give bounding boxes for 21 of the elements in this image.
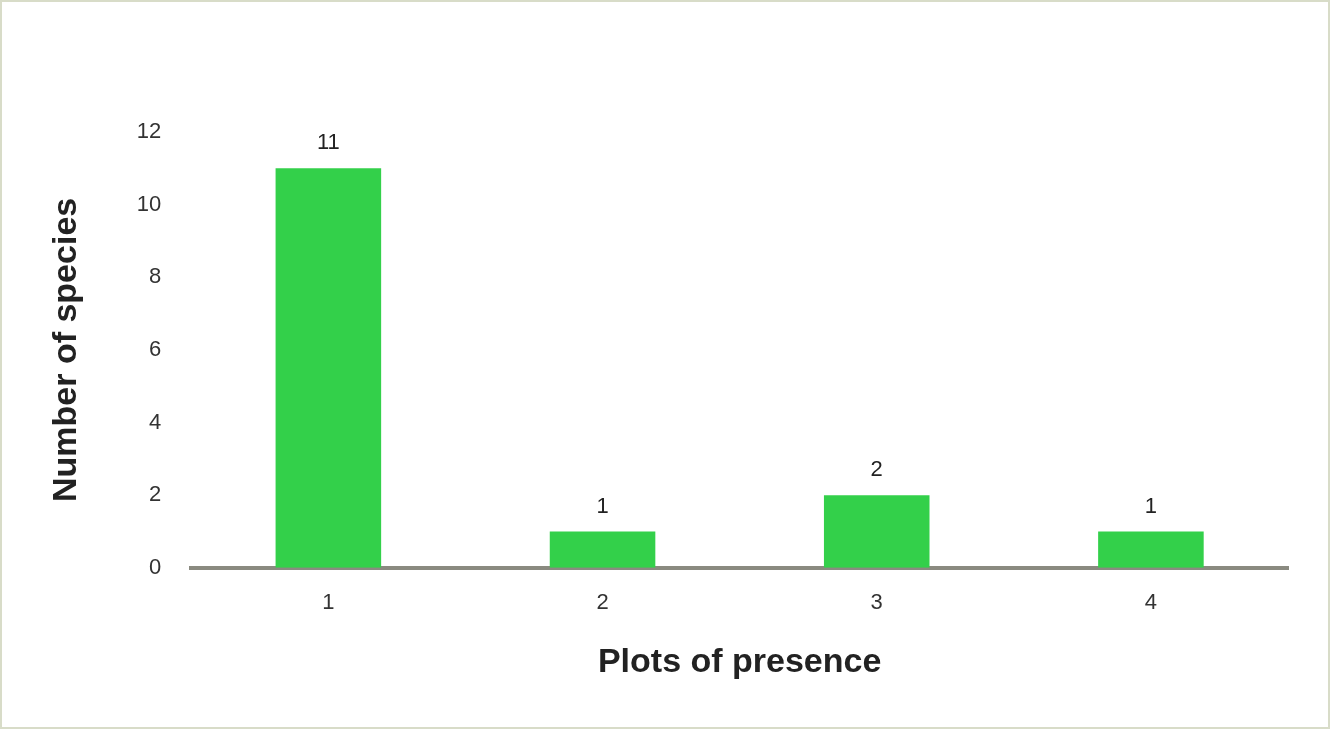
data-label: 1	[1144, 492, 1158, 518]
data-label: 1	[596, 492, 609, 518]
data-label: 2	[870, 456, 883, 482]
bar	[549, 531, 656, 568]
x-tick-label: 2	[596, 589, 609, 615]
y-tick-label: 8	[149, 263, 162, 289]
x-tick-label: 3	[870, 589, 883, 615]
y-tick-label: 6	[149, 335, 162, 361]
y-tick-label: 4	[149, 408, 162, 434]
y-tick-label: 12	[136, 118, 162, 144]
x-tick-label: 1	[322, 589, 335, 615]
y-tick-label: 2	[149, 481, 162, 507]
y-tick-label: 0	[149, 553, 162, 579]
x-axis-title: Plots of presence	[597, 640, 882, 679]
bar	[275, 168, 382, 568]
bar	[823, 495, 930, 568]
x-tick-label: 4	[1144, 589, 1158, 615]
bar	[1098, 531, 1204, 568]
y-tick-label: 10	[136, 190, 162, 216]
data-label: 11	[316, 129, 340, 155]
y-axis-title: Number of species	[44, 197, 83, 503]
